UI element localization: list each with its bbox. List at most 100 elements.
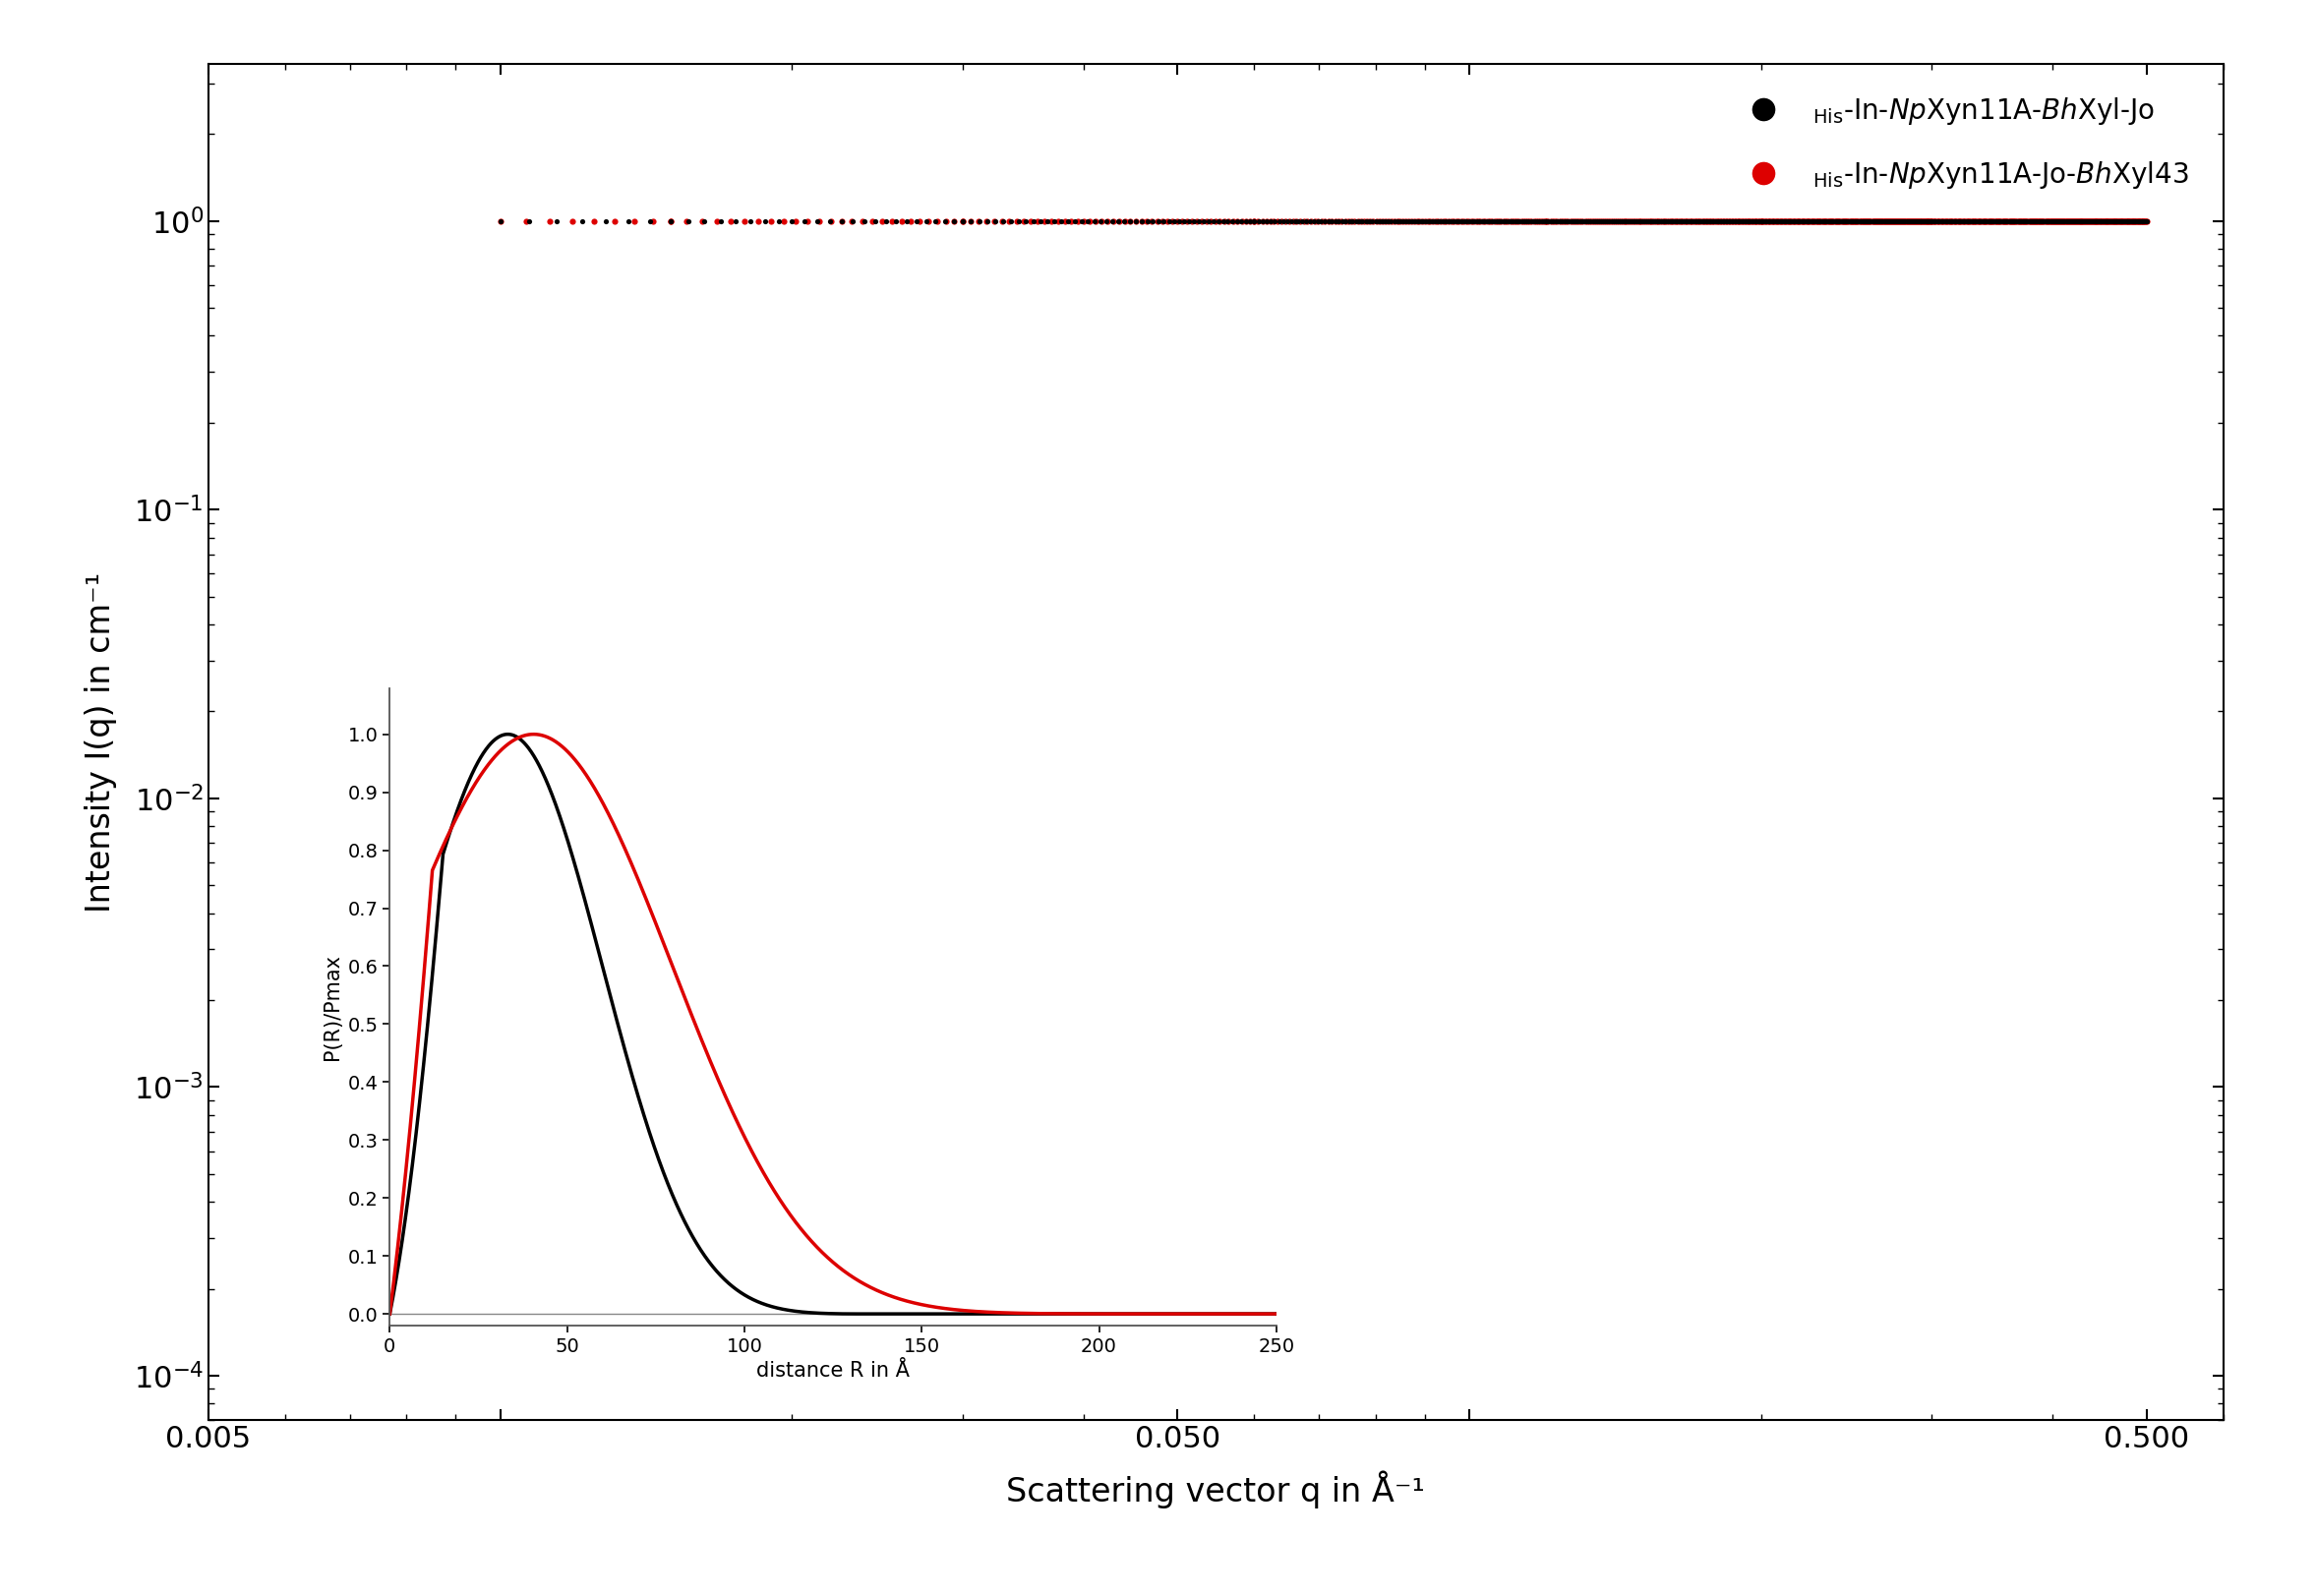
- Point: [2119, 207, 2156, 233]
- Point: [1897, 207, 1934, 233]
- Point: [1888, 207, 1925, 233]
- Point: [1742, 207, 1779, 233]
- Point: [1353, 207, 1390, 233]
- Point: [2020, 207, 2057, 233]
- Point: [1841, 207, 1878, 233]
- Point: [2071, 207, 2108, 233]
- Point: [2050, 207, 2087, 233]
- Point: [1846, 207, 1883, 233]
- Point: [1536, 207, 1573, 233]
- Point: [1329, 207, 1366, 233]
- Point: [1239, 207, 1276, 233]
- Point: [1322, 207, 1359, 233]
- Point: [1707, 207, 1744, 233]
- Point: [1554, 207, 1591, 233]
- Point: [1577, 207, 1614, 233]
- Point: [1827, 207, 1864, 233]
- Point: [1994, 207, 2031, 233]
- Point: [1415, 207, 1452, 233]
- Point: [1811, 207, 1848, 233]
- Point: [1820, 207, 1857, 233]
- Point: [1999, 207, 2036, 233]
- Point: [1996, 207, 2033, 233]
- Point: [1853, 207, 1890, 233]
- Point: [1809, 207, 1846, 233]
- Point: [799, 207, 836, 233]
- Point: [1964, 207, 2001, 233]
- Point: [1478, 207, 1515, 233]
- Point: [843, 207, 880, 233]
- Point: [1999, 207, 2036, 233]
- Point: [1862, 207, 1899, 233]
- Point: [1260, 207, 1297, 233]
- Point: [1973, 207, 2010, 233]
- Point: [1996, 207, 2033, 233]
- Point: [1158, 207, 1195, 233]
- Point: [1637, 207, 1674, 233]
- Point: [2066, 207, 2103, 233]
- Point: [2105, 207, 2142, 233]
- Point: [1925, 207, 1962, 233]
- Point: [2098, 207, 2135, 233]
- Point: [1913, 207, 1950, 233]
- Point: [1774, 207, 1811, 233]
- Point: [1860, 207, 1897, 233]
- Point: [1894, 207, 1932, 233]
- Point: [1494, 207, 1531, 233]
- Point: [1827, 207, 1864, 233]
- Point: [1945, 207, 1982, 233]
- Point: [1427, 207, 1464, 233]
- Point: [1547, 207, 1584, 233]
- Point: [991, 207, 1028, 233]
- Point: [2064, 207, 2101, 233]
- Point: [1860, 207, 1897, 233]
- Point: [1862, 207, 1899, 233]
- Point: [2098, 207, 2135, 233]
- Point: [1816, 207, 1853, 233]
- Point: [1320, 207, 1357, 233]
- Point: [1237, 207, 1274, 233]
- Point: [2091, 207, 2128, 233]
- Point: [1749, 207, 1786, 233]
- Point: [1846, 207, 1883, 233]
- Point: [2059, 207, 2096, 233]
- Point: [1100, 207, 1137, 233]
- Point: [1684, 207, 1721, 233]
- Point: [1369, 207, 1406, 233]
- Point: [1237, 207, 1274, 233]
- Point: [1992, 207, 2029, 233]
- Point: [984, 207, 1021, 233]
- Point: [1913, 207, 1950, 233]
- Point: [1929, 207, 1966, 233]
- Point: [2098, 207, 2135, 233]
- Point: [1376, 207, 1413, 233]
- Point: [811, 207, 848, 233]
- Point: [1063, 207, 1100, 233]
- Point: [2110, 207, 2147, 233]
- Point: [1290, 207, 1327, 233]
- Point: [1209, 207, 1246, 233]
- Point: [1364, 207, 1401, 233]
- Point: [1725, 207, 1762, 233]
- Point: [1943, 207, 1980, 233]
- Point: [1728, 207, 1765, 233]
- Point: [2059, 207, 2096, 233]
- Point: [1980, 207, 2017, 233]
- Point: [1739, 207, 1776, 233]
- Point: [1832, 207, 1869, 233]
- Point: [1334, 207, 1371, 233]
- Point: [1492, 207, 1529, 233]
- Point: [1575, 207, 1612, 233]
- Point: [2117, 207, 2154, 233]
- Point: [2108, 207, 2145, 233]
- Point: [2103, 207, 2140, 233]
- Point: [2112, 207, 2149, 233]
- Point: [1793, 207, 1830, 233]
- Point: [1769, 207, 1806, 233]
- Point: [1860, 207, 1897, 233]
- Point: [2115, 207, 2152, 233]
- Point: [1144, 207, 1181, 233]
- Point: [1607, 207, 1644, 233]
- Point: [1274, 207, 1311, 233]
- Point: [899, 207, 936, 233]
